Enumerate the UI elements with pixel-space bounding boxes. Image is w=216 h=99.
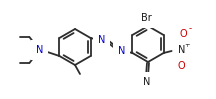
Text: -: -	[189, 24, 192, 33]
Text: O: O	[178, 61, 185, 71]
Text: +: +	[184, 42, 189, 48]
Text: N: N	[36, 45, 43, 55]
Text: Br: Br	[141, 13, 151, 23]
Text: N: N	[98, 35, 105, 45]
Text: N: N	[118, 46, 125, 56]
Text: O: O	[180, 29, 187, 39]
Text: N: N	[143, 77, 151, 87]
Text: N: N	[178, 45, 185, 55]
